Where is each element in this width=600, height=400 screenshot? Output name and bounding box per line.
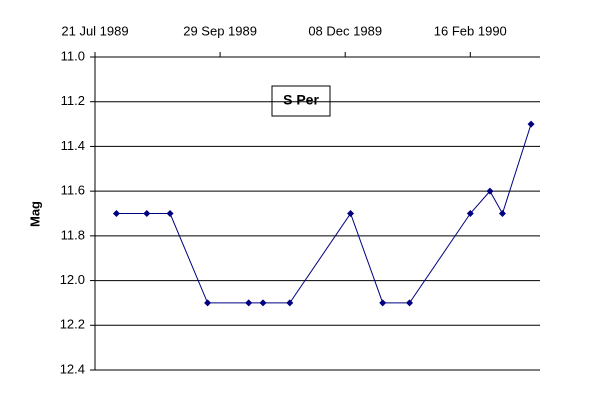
data-point [406, 299, 414, 307]
data-point [204, 299, 212, 307]
data-point [112, 210, 120, 217]
data-point [466, 210, 474, 217]
data-point [143, 210, 151, 217]
y-tick-label: 11.2 [61, 93, 85, 108]
x-tick-label: 08 Dec 1989 [308, 23, 382, 38]
y-tick-label: 11.8 [61, 227, 85, 242]
data-point [527, 120, 535, 128]
title-box [271, 85, 331, 117]
series-line [116, 123, 532, 304]
data-point [245, 299, 253, 307]
x-tick-label: 29 Sep 1989 [183, 23, 257, 38]
x-tick-label: 16 Feb 1990 [434, 23, 507, 38]
y-tick-label: 11.0 [61, 48, 85, 63]
y-tick-label: 12.4 [60, 361, 85, 376]
data-point [379, 299, 387, 307]
y-tick-label: 11.4 [61, 138, 85, 153]
data-point [286, 299, 294, 307]
x-tick-label: 21 Jul 1989 [61, 23, 128, 38]
data-point [498, 210, 506, 217]
y-tick-label: 12.0 [60, 272, 85, 287]
data-point [486, 187, 494, 195]
chart-title: S Per [283, 92, 319, 108]
y-tick-label: 12.2 [60, 317, 85, 332]
data-point [166, 210, 174, 217]
data-point [259, 299, 267, 307]
data-point [347, 210, 355, 217]
y-axis-label: Mag [27, 201, 42, 227]
y-tick-label: 11.6 [61, 183, 85, 198]
